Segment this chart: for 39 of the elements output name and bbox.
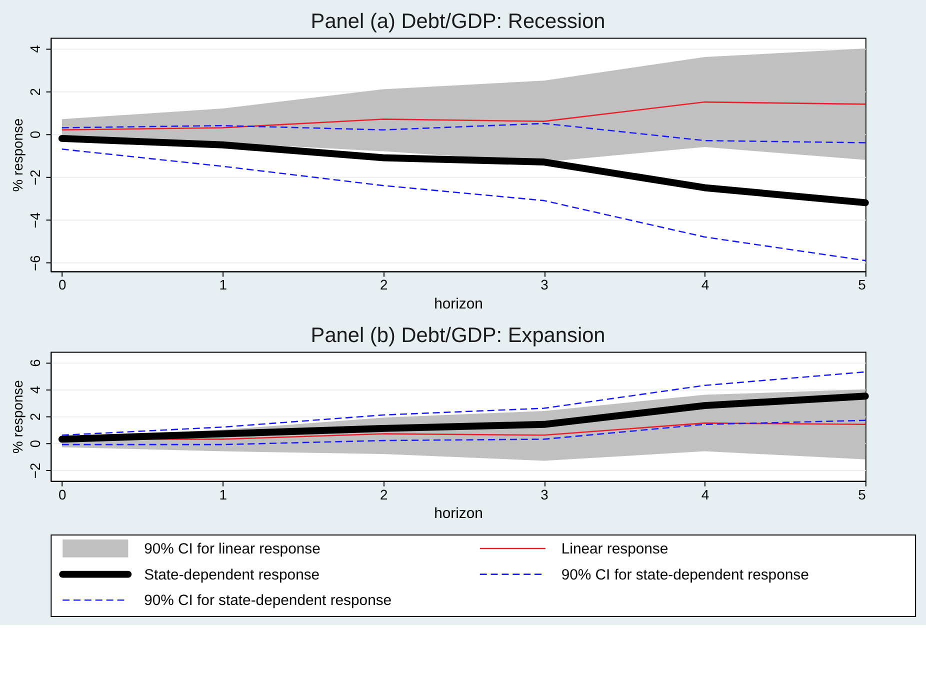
y-tick-label: −6: [27, 255, 44, 272]
x-axis-title: horizon: [434, 506, 483, 522]
line-series: [61, 371, 866, 436]
x-tick-label: 5: [858, 276, 866, 293]
x-tick-label: 3: [540, 486, 549, 502]
y-tick-label: 4: [27, 386, 44, 394]
line-series: [61, 122, 866, 144]
text: 90% CI for linear response: [144, 541, 320, 558]
x-tick-label: 0: [58, 486, 67, 502]
legend-label: Linear response: [561, 541, 668, 558]
line-series: [61, 148, 866, 262]
legend-label: State-dependent response: [144, 567, 320, 584]
x-tick-label: 3: [540, 276, 549, 293]
chart-title: Panel (a) Debt/GDP: Recession: [310, 10, 606, 33]
x-tick-label: 5: [858, 486, 866, 502]
y-tick-label: 0: [27, 130, 44, 139]
y-tick-label: 0: [27, 440, 44, 448]
y-tick-label: 2: [27, 412, 44, 421]
legend-label: 90% CI for state-dependent response: [561, 567, 809, 584]
y-axis-title: % response: [9, 118, 26, 192]
chart-title: Panel (b) Debt/GDP: Expansion: [310, 324, 606, 347]
y-tick-label: 2: [27, 88, 44, 96]
x-axis-title: horizon: [434, 296, 483, 313]
x-tick-label: 1: [219, 486, 228, 502]
x-tick-label: 2: [380, 276, 388, 293]
y-tick-label: 6: [27, 358, 44, 367]
y-axis-title: % response: [9, 380, 26, 454]
y-tick-label: −4: [27, 212, 44, 228]
x-tick-label: 1: [219, 276, 228, 293]
x-tick-label: 0: [58, 276, 67, 293]
y-tick-label: −2: [27, 462, 44, 479]
x-tick-label: 4: [701, 486, 710, 502]
x-tick-label: 2: [380, 486, 388, 502]
y-tick-label: 4: [27, 44, 44, 53]
line-series: [61, 101, 866, 131]
y-tick-label: −2: [27, 169, 44, 186]
line-series: [61, 420, 866, 446]
legend-label: 90% CI for state-dependent response: [144, 593, 392, 610]
x-tick-label: 4: [701, 276, 710, 293]
